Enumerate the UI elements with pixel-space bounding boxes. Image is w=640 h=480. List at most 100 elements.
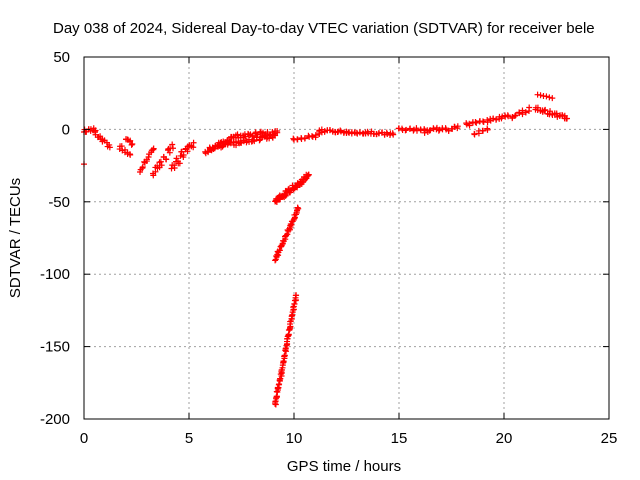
data-point	[356, 129, 363, 136]
data-point	[282, 192, 289, 199]
data-point	[512, 112, 519, 119]
data-point	[498, 115, 505, 122]
data-point	[190, 139, 197, 146]
data-point	[426, 127, 433, 134]
data-point	[390, 131, 397, 138]
axis-ticks: 0 5 10 15 20 25 50 0 -50 -100 -150 -200	[40, 49, 617, 447]
data-point	[280, 358, 287, 365]
data-point	[137, 168, 144, 175]
data-point	[145, 153, 152, 160]
data-point	[152, 168, 159, 175]
data-point	[522, 109, 529, 116]
x-tick-label: 10	[286, 430, 303, 447]
data-point	[106, 144, 113, 151]
data-point	[166, 149, 173, 156]
data-point	[504, 112, 511, 119]
data-point	[302, 135, 309, 142]
data-point	[399, 125, 406, 132]
data-point	[227, 140, 234, 147]
data-point	[466, 120, 473, 127]
data-point	[484, 119, 491, 126]
data-point	[290, 135, 297, 142]
data-point	[563, 115, 570, 122]
data-point	[337, 127, 344, 134]
data-point	[337, 128, 344, 135]
data-point	[542, 106, 549, 113]
data-point	[421, 129, 428, 136]
x-axis-label: GPS time / hours	[287, 458, 401, 475]
data-point	[292, 292, 299, 299]
data-point	[128, 141, 135, 148]
data-point	[275, 381, 282, 388]
data-point	[290, 304, 297, 311]
y-axis-label: SDTVAR / TECUs	[7, 178, 24, 298]
data-point	[475, 130, 482, 137]
data-point	[274, 127, 281, 134]
y-tick-label: -50	[48, 194, 70, 211]
data-point	[348, 130, 355, 137]
data-point	[537, 92, 544, 99]
data-point	[171, 165, 178, 172]
data-point	[118, 143, 125, 150]
data-point	[519, 107, 526, 114]
data-point	[237, 139, 244, 146]
data-point	[445, 127, 452, 134]
data-point	[541, 107, 548, 114]
data-point	[484, 126, 491, 133]
data-point	[413, 125, 420, 132]
data-point	[546, 94, 553, 101]
data-point	[294, 204, 301, 211]
data-point	[211, 145, 218, 152]
data-point	[383, 129, 390, 136]
x-tick-label: 25	[601, 430, 618, 447]
plot-frame	[83, 56, 610, 420]
data-point	[305, 171, 312, 178]
data-point	[249, 132, 256, 139]
data-point	[321, 128, 328, 135]
data-point	[126, 151, 133, 158]
data-point	[129, 140, 136, 147]
y-tick-label: -100	[40, 266, 70, 283]
data-point	[274, 384, 281, 391]
data-point	[493, 116, 500, 123]
x-tick-label: 5	[185, 430, 193, 447]
data-point	[516, 110, 523, 117]
data-point	[272, 257, 279, 264]
data-point	[139, 165, 146, 172]
data-point	[272, 399, 279, 406]
data-point	[150, 145, 157, 152]
data-point	[276, 247, 283, 254]
data-point	[234, 131, 241, 138]
data-point	[163, 156, 170, 163]
data-point	[97, 133, 104, 140]
data-point	[157, 158, 164, 165]
data-point	[158, 162, 165, 169]
data-point	[435, 127, 442, 134]
x-tick-label: 20	[496, 430, 513, 447]
data-point	[402, 127, 409, 134]
data-point	[178, 148, 185, 155]
data-point	[169, 141, 176, 148]
data-point	[512, 112, 519, 119]
y-tick-label: -200	[40, 411, 70, 428]
data-point	[176, 160, 183, 167]
data-point	[312, 132, 319, 139]
data-point	[282, 346, 289, 353]
data-point	[553, 110, 560, 117]
data-point	[543, 93, 550, 100]
data-point	[309, 133, 315, 140]
data-point	[289, 311, 296, 318]
y-tick-label: 0	[62, 121, 70, 138]
data-points	[81, 91, 570, 408]
data-point	[253, 134, 260, 141]
data-point	[143, 158, 150, 165]
data-point	[473, 119, 480, 126]
y-tick-label: -150	[40, 339, 70, 356]
data-point	[407, 125, 414, 132]
data-point	[454, 125, 461, 132]
data-point	[91, 129, 98, 136]
data-point	[170, 145, 177, 152]
y-tick-label: 50	[53, 49, 70, 66]
data-point	[479, 127, 486, 134]
